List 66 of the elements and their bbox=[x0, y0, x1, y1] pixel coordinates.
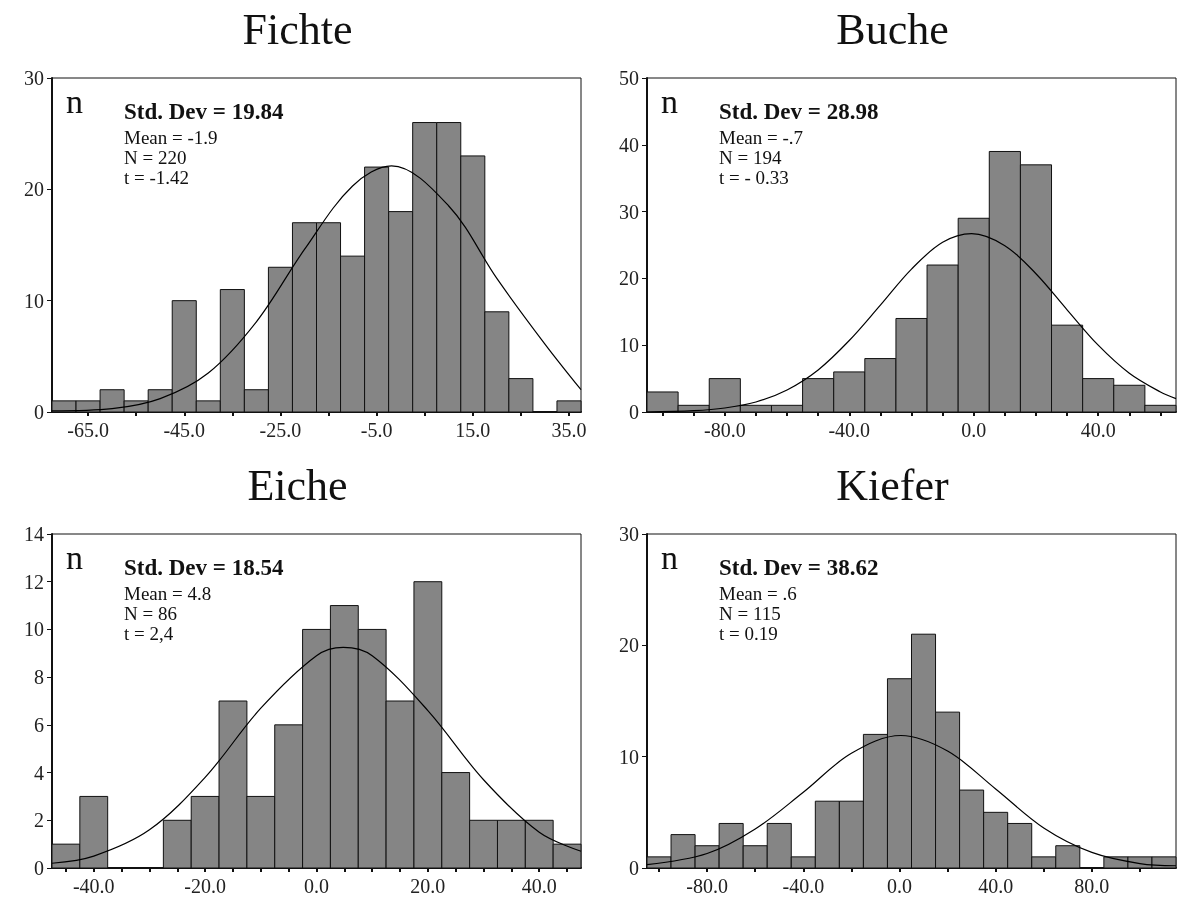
y-tick-label: 0 bbox=[34, 857, 44, 879]
x-tick-label: 80.0 bbox=[1074, 875, 1110, 897]
y-tick-label: 10 bbox=[24, 289, 44, 312]
y-tick-label: 10 bbox=[619, 334, 639, 357]
chart-title: Eiche bbox=[247, 460, 348, 510]
y-axis-title: n bbox=[661, 538, 678, 576]
y-tick-label: 20 bbox=[619, 267, 639, 290]
annotation: Mean = -1.9 bbox=[124, 127, 218, 148]
x-tick-label: 0.0 bbox=[961, 419, 987, 441]
x-tick-label: 40.0 bbox=[1080, 419, 1116, 441]
x-tick-label: 20.0 bbox=[410, 875, 446, 897]
x-tick-label: -80.0 bbox=[703, 419, 746, 441]
chart-title: Kiefer bbox=[836, 460, 950, 510]
annotation: Mean = .6 bbox=[719, 583, 797, 604]
x-tick-label: 15.0 bbox=[455, 419, 491, 441]
annotation: t = 0.19 bbox=[719, 623, 778, 644]
annotation: t = - 0.33 bbox=[719, 167, 789, 188]
annotation: N = 220 bbox=[124, 147, 187, 168]
y-tick-label: 4 bbox=[34, 761, 44, 784]
y-tick-label: 6 bbox=[34, 713, 44, 736]
y-tick-label: 20 bbox=[619, 634, 639, 657]
x-tick-label: 40.0 bbox=[521, 875, 557, 897]
annotation: t = -1.42 bbox=[124, 167, 190, 188]
y-tick-label: 30 bbox=[619, 523, 639, 545]
y-tick-label: 50 bbox=[619, 67, 639, 89]
y-tick-label: 0 bbox=[629, 857, 639, 879]
annotation: Mean = 4.8 bbox=[124, 583, 212, 604]
annotation: N = 115 bbox=[719, 603, 781, 624]
x-tick-label: -40.0 bbox=[782, 875, 825, 897]
y-tick-label: 0 bbox=[629, 401, 639, 423]
y-tick-label: 20 bbox=[24, 178, 44, 201]
x-tick-label: 0.0 bbox=[304, 875, 329, 897]
x-tick-label: -80.0 bbox=[686, 875, 728, 897]
y-tick-label: 40 bbox=[619, 133, 639, 156]
x-tick-label: -45.0 bbox=[163, 419, 206, 441]
x-tick-label: 35.0 bbox=[551, 419, 587, 441]
y-tick-label: 30 bbox=[619, 200, 639, 223]
x-tick-label: 0.0 bbox=[886, 875, 912, 897]
y-tick-label: 30 bbox=[24, 67, 44, 89]
y-tick-label: 2 bbox=[34, 809, 44, 832]
chart-title: Buche bbox=[836, 4, 949, 54]
annotation: N = 194 bbox=[719, 147, 782, 168]
annotation: Std. Dev = 38.62 bbox=[719, 555, 879, 580]
annotation: t = 2,4 bbox=[124, 623, 174, 644]
y-tick-label: 10 bbox=[24, 618, 44, 641]
y-tick-label: 0 bbox=[34, 401, 44, 423]
x-tick-label: -20.0 bbox=[184, 875, 226, 897]
chart-title: Fichte bbox=[242, 4, 353, 54]
x-tick-label: -40.0 bbox=[828, 419, 871, 441]
x-tick-label: -40.0 bbox=[72, 875, 115, 897]
y-tick-label: 12 bbox=[24, 570, 44, 593]
x-tick-label: 40.0 bbox=[978, 875, 1014, 897]
y-axis-title: n bbox=[661, 82, 678, 120]
x-tick-label: -65.0 bbox=[67, 419, 109, 441]
annotation: Mean = -.7 bbox=[719, 127, 804, 148]
annotation: Std. Dev = 19.84 bbox=[124, 99, 284, 124]
x-tick-label: -25.0 bbox=[259, 419, 302, 441]
x-tick-label: -5.0 bbox=[360, 419, 393, 441]
y-axis-title: n bbox=[66, 82, 83, 120]
y-tick-label: 8 bbox=[34, 666, 44, 689]
y-tick-label: 10 bbox=[619, 745, 639, 768]
annotation: N = 86 bbox=[124, 603, 177, 624]
y-axis-title: n bbox=[66, 538, 83, 576]
annotation: Std. Dev = 18.54 bbox=[124, 555, 284, 580]
annotation: Std. Dev = 28.98 bbox=[719, 99, 879, 124]
y-tick-label: 14 bbox=[24, 523, 44, 545]
